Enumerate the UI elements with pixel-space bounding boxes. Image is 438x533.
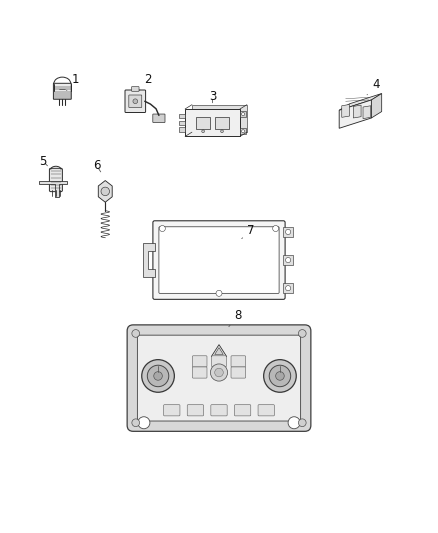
Polygon shape bbox=[342, 104, 350, 117]
FancyBboxPatch shape bbox=[153, 221, 285, 300]
Circle shape bbox=[298, 329, 306, 337]
FancyBboxPatch shape bbox=[192, 356, 207, 367]
Polygon shape bbox=[240, 111, 246, 117]
Text: 8: 8 bbox=[229, 309, 242, 327]
Circle shape bbox=[286, 229, 291, 235]
Circle shape bbox=[147, 365, 169, 386]
Circle shape bbox=[288, 417, 300, 429]
FancyBboxPatch shape bbox=[192, 367, 207, 378]
Polygon shape bbox=[215, 117, 229, 128]
FancyBboxPatch shape bbox=[153, 114, 165, 123]
FancyBboxPatch shape bbox=[159, 227, 279, 293]
Circle shape bbox=[269, 365, 291, 386]
Polygon shape bbox=[179, 120, 185, 125]
Polygon shape bbox=[192, 104, 247, 132]
FancyBboxPatch shape bbox=[164, 405, 180, 416]
Text: 1: 1 bbox=[67, 73, 79, 91]
Polygon shape bbox=[196, 117, 210, 128]
Circle shape bbox=[242, 112, 245, 116]
Circle shape bbox=[132, 329, 140, 337]
Polygon shape bbox=[283, 227, 293, 237]
Polygon shape bbox=[339, 100, 371, 128]
Circle shape bbox=[286, 286, 291, 291]
Polygon shape bbox=[143, 243, 155, 277]
Circle shape bbox=[202, 130, 205, 133]
Polygon shape bbox=[179, 127, 185, 132]
FancyBboxPatch shape bbox=[212, 356, 226, 367]
FancyBboxPatch shape bbox=[127, 325, 311, 431]
FancyBboxPatch shape bbox=[131, 87, 139, 91]
FancyBboxPatch shape bbox=[138, 335, 300, 421]
Circle shape bbox=[216, 290, 222, 296]
Circle shape bbox=[264, 360, 296, 392]
FancyBboxPatch shape bbox=[258, 405, 274, 416]
Circle shape bbox=[142, 360, 174, 392]
Polygon shape bbox=[339, 93, 381, 110]
Circle shape bbox=[221, 130, 223, 133]
Text: 5: 5 bbox=[39, 155, 47, 168]
Circle shape bbox=[298, 419, 306, 426]
Circle shape bbox=[272, 225, 279, 231]
Circle shape bbox=[159, 225, 166, 231]
Circle shape bbox=[154, 372, 162, 380]
Circle shape bbox=[215, 368, 223, 377]
Circle shape bbox=[242, 130, 245, 133]
Text: 7: 7 bbox=[242, 223, 255, 239]
Polygon shape bbox=[211, 345, 227, 357]
Text: 6: 6 bbox=[93, 159, 101, 172]
Circle shape bbox=[133, 99, 138, 103]
Circle shape bbox=[101, 187, 110, 196]
FancyBboxPatch shape bbox=[125, 90, 145, 112]
Polygon shape bbox=[215, 348, 223, 354]
FancyBboxPatch shape bbox=[231, 367, 246, 378]
Text: 4: 4 bbox=[367, 78, 379, 95]
Polygon shape bbox=[371, 93, 381, 118]
Text: 3: 3 bbox=[209, 91, 216, 103]
Circle shape bbox=[132, 419, 140, 426]
Text: 2: 2 bbox=[139, 73, 152, 91]
Polygon shape bbox=[179, 114, 185, 118]
Polygon shape bbox=[185, 109, 240, 136]
Polygon shape bbox=[283, 283, 293, 293]
Polygon shape bbox=[283, 255, 293, 265]
Polygon shape bbox=[363, 106, 371, 119]
Polygon shape bbox=[98, 181, 112, 202]
Circle shape bbox=[286, 257, 291, 263]
Polygon shape bbox=[240, 128, 246, 134]
FancyBboxPatch shape bbox=[129, 95, 142, 108]
FancyBboxPatch shape bbox=[211, 405, 227, 416]
Polygon shape bbox=[353, 105, 361, 118]
FancyBboxPatch shape bbox=[234, 405, 251, 416]
FancyBboxPatch shape bbox=[49, 168, 62, 192]
Polygon shape bbox=[39, 181, 67, 197]
FancyBboxPatch shape bbox=[53, 83, 71, 99]
FancyBboxPatch shape bbox=[231, 356, 246, 367]
Circle shape bbox=[276, 372, 284, 380]
Circle shape bbox=[138, 417, 150, 429]
FancyBboxPatch shape bbox=[187, 405, 204, 416]
Circle shape bbox=[210, 364, 228, 381]
